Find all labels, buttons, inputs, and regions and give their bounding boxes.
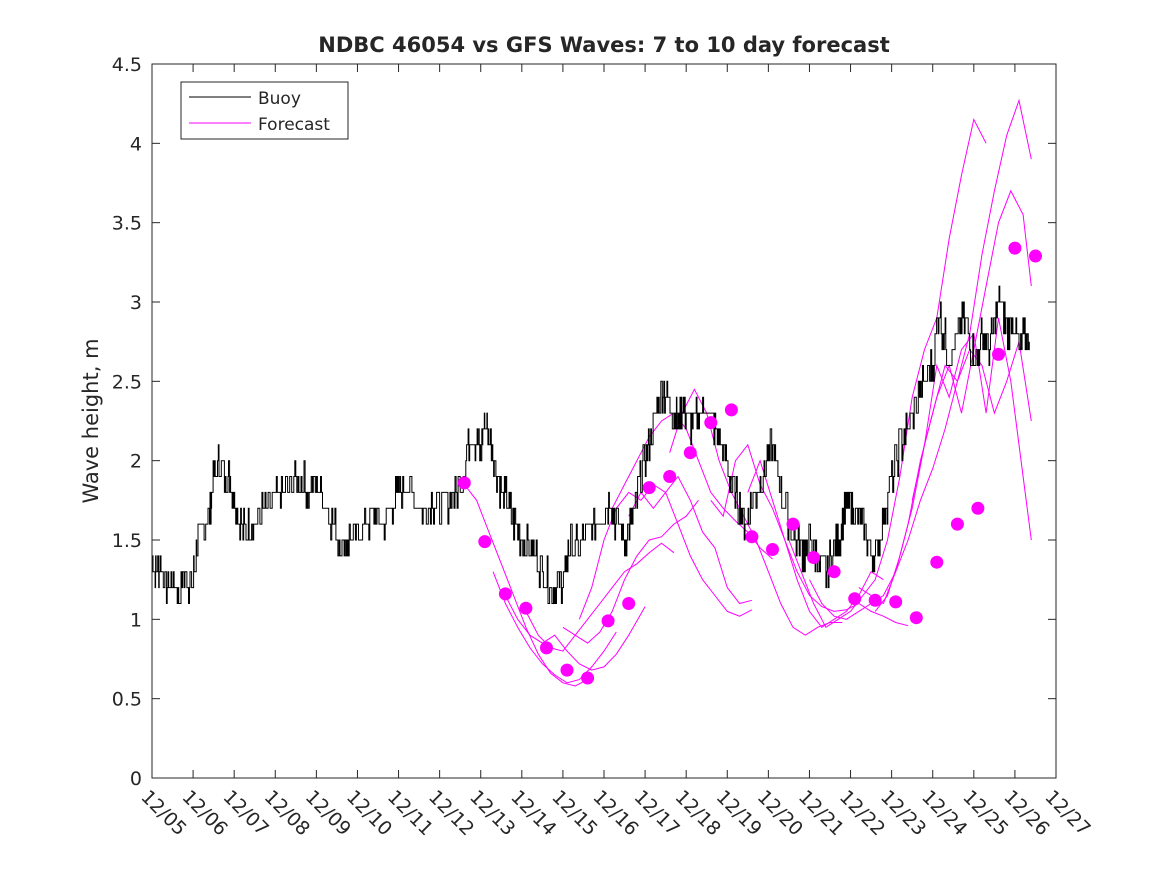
forecast-line	[611, 412, 773, 560]
forecast-point	[1029, 249, 1042, 263]
forecast-point	[950, 517, 964, 531]
y-tick-label: 0.5	[112, 689, 142, 711]
forecast-point	[766, 543, 779, 556]
forecast-line	[628, 475, 753, 605]
forecast-line	[492, 571, 617, 684]
forecast-point	[724, 403, 738, 417]
forecast-point	[930, 555, 944, 569]
forecast-point	[478, 535, 492, 549]
forecast-point	[704, 416, 718, 430]
forecast-point	[560, 663, 574, 677]
legend-forecast-label: Forecast	[258, 115, 330, 135]
forecast-line	[858, 341, 1032, 605]
forecast-line	[562, 499, 699, 644]
forecast-point	[642, 481, 656, 495]
forecast-point	[848, 592, 862, 606]
y-tick-label: 3.5	[112, 213, 142, 235]
forecast-line	[874, 189, 1032, 612]
forecast-point	[683, 446, 697, 460]
buoy-line-group	[152, 285, 1030, 604]
legend-buoy-label: Buoy	[258, 89, 301, 109]
y-tick-label: 1	[130, 609, 142, 631]
forecast-point	[540, 641, 553, 655]
forecast-line	[504, 595, 646, 671]
forecast-point	[807, 551, 821, 564]
legend-box	[180, 81, 349, 140]
chart-title: NDBC 46054 vs GFS Waves: 7 to 10 day for…	[318, 33, 889, 57]
y-tick-label: 4.5	[112, 54, 142, 76]
y-tick-label: 2	[130, 451, 142, 473]
forecast-point	[971, 501, 985, 515]
forecast-line	[747, 459, 909, 627]
forecast-point	[457, 476, 471, 490]
y-tick-label: 2.5	[112, 371, 142, 393]
forecast-point	[498, 587, 512, 601]
forecast-point	[909, 611, 923, 625]
forecast-point	[663, 470, 677, 483]
forecast-line	[463, 484, 588, 687]
y-tick-label: 0	[130, 768, 142, 790]
plot-area	[152, 64, 1056, 778]
y-tick-label: 4	[130, 133, 142, 155]
y-axis: 0 0.5 1 1.5 2 2.5 3 3.5 4 4.5	[112, 54, 1056, 790]
forecast-point	[1008, 241, 1022, 255]
forecast-point	[622, 597, 636, 610]
forecast-point	[519, 601, 533, 615]
forecast-point	[601, 614, 615, 628]
forecast-dots	[457, 241, 1042, 685]
forecast-point	[786, 517, 800, 531]
y-tick-label: 1.5	[112, 530, 142, 552]
forecast-point	[827, 565, 841, 579]
forecast-point	[745, 530, 759, 544]
y-axis-label: Wave height, m	[79, 338, 103, 503]
legend: Buoy Forecast	[180, 81, 349, 140]
y-tick-label: 3	[130, 292, 142, 314]
forecast-point	[868, 593, 882, 607]
forecast-line	[788, 118, 987, 629]
forecast-line	[809, 98, 1032, 620]
forecast-point	[581, 671, 595, 685]
forecast-point	[889, 595, 903, 609]
forecast-point	[992, 347, 1005, 361]
buoy-line	[152, 285, 1030, 604]
